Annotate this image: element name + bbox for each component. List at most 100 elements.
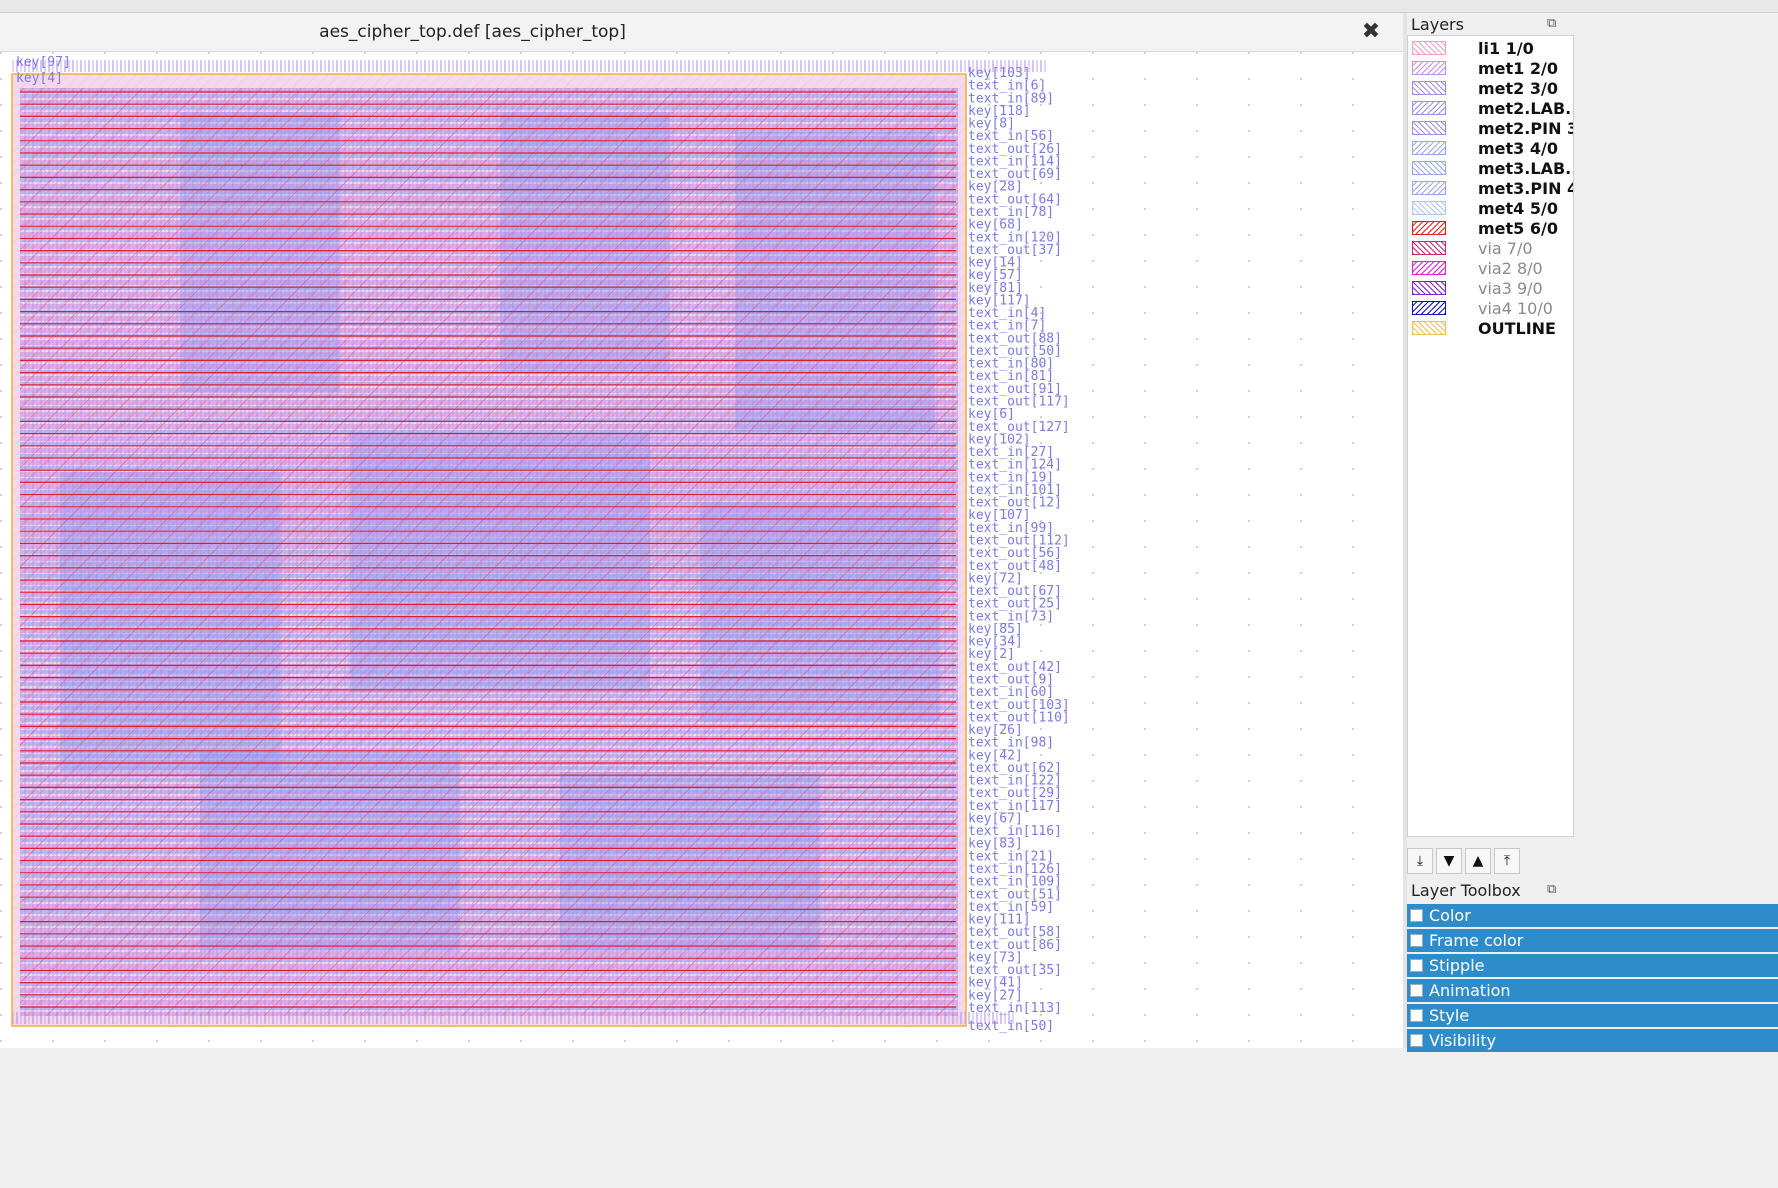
- pin-label: text_in[27]: [968, 445, 1054, 460]
- pin-label: text_in[81]: [968, 369, 1054, 384]
- pin-label: text_out[56]: [968, 546, 1062, 561]
- toolbox-item-color[interactable]: Color: [1407, 904, 1778, 929]
- layer-swatch: [1412, 41, 1446, 55]
- pin-label: text_out[37]: [968, 243, 1062, 258]
- pin-label: key[117]: [968, 293, 1031, 308]
- pin-label: text_out[103]: [968, 698, 1070, 713]
- pin-label: key[111]: [968, 913, 1031, 928]
- pin-label: key[42]: [968, 748, 1023, 763]
- layer-row[interactable]: met3 4/0: [1408, 138, 1573, 158]
- pin-label: text_in[21]: [968, 849, 1054, 864]
- float-icon[interactable]: ⧉: [1547, 16, 1557, 31]
- pin-label: text_in[59]: [968, 900, 1054, 915]
- toolbox-checkbox[interactable]: [1410, 909, 1423, 922]
- layer-list[interactable]: OUTLINE via4 10/0 via3 9/0 via2 8/0 via 7/0 m…: [1407, 35, 1574, 837]
- pin-label: text_in[116]: [968, 824, 1062, 839]
- pin-label: key[72]: [968, 571, 1023, 586]
- layer-row[interactable]: met5 6/0: [1408, 218, 1573, 238]
- pin-label: text_out[35]: [968, 963, 1062, 978]
- layer-name: via2 8/0: [1478, 259, 1543, 278]
- bottom-pin-label: text_in[50]: [968, 1019, 1054, 1034]
- layer-row[interactable]: via2 8/0: [1408, 258, 1573, 278]
- layer-row[interactable]: met3.PIN 4: [1408, 178, 1574, 198]
- top-pin-label: key[97]: [16, 55, 71, 70]
- pin-label: text_out[117]: [968, 395, 1070, 410]
- pin-label: text_out[42]: [968, 660, 1062, 675]
- pin-label: text_out[48]: [968, 559, 1062, 574]
- pin-label: key[27]: [968, 988, 1023, 1003]
- layer-row[interactable]: met1 2/0: [1408, 58, 1573, 78]
- toolbox-item-stipple[interactable]: Stipple: [1407, 954, 1778, 979]
- layer-name: met2.LAB...: [1478, 99, 1574, 118]
- layout-canvas[interactable]: key[103] text_in[6] text_in[89] key[118] key…: [0, 52, 1403, 1048]
- top-pin-label: key[4]: [16, 71, 63, 86]
- pin-label: key[26]: [968, 723, 1023, 738]
- pin-label: text_out[67]: [968, 584, 1062, 599]
- move-up-icon[interactable]: ▲: [1465, 848, 1491, 874]
- pin-label: text_out[58]: [968, 925, 1062, 940]
- pin-label: text_in[122]: [968, 774, 1062, 789]
- layer-swatch: [1412, 141, 1446, 155]
- pin-label: text_in[124]: [968, 458, 1062, 473]
- pin-label: key[107]: [968, 508, 1031, 523]
- pin-label: text_out[9]: [968, 673, 1054, 688]
- layer-row[interactable]: OUTLINE: [1408, 318, 1573, 338]
- toolbox-checkbox[interactable]: [1410, 959, 1423, 972]
- toolbox-checkbox[interactable]: [1410, 934, 1423, 947]
- layer-row[interactable]: li1 1/0: [1408, 38, 1573, 58]
- pin-label: text_in[89]: [968, 91, 1054, 106]
- toolbox-checkbox[interactable]: [1410, 984, 1423, 997]
- layer-row[interactable]: via3 9/0: [1408, 278, 1573, 298]
- move-to-top-icon[interactable]: ⤒: [1494, 848, 1520, 874]
- pin-label: text_out[110]: [968, 710, 1070, 725]
- layer-name: via 7/0: [1478, 239, 1533, 258]
- layout-view[interactable]: aes_cipher_top.def [aes_cipher_top] ✖: [0, 13, 1403, 1048]
- pin-label: text_out[86]: [968, 938, 1062, 953]
- toolbox-item-animation[interactable]: Animation: [1407, 979, 1778, 1004]
- toolbox-item-label: Style: [1429, 1006, 1470, 1025]
- pin-label: key[2]: [968, 647, 1015, 662]
- layer-row[interactable]: met2.LAB...: [1408, 98, 1574, 118]
- move-down-icon[interactable]: ▼: [1436, 848, 1462, 874]
- pin-label: text_out[112]: [968, 534, 1070, 549]
- pin-labels: key[103]text_in[6]text_in[89]key[118]key…: [16, 55, 1070, 1034]
- move-to-bottom-icon[interactable]: ⤓: [1407, 848, 1433, 874]
- toolbox-item-style[interactable]: Style: [1407, 1004, 1778, 1029]
- pin-label: key[34]: [968, 635, 1023, 650]
- toolbox-item-visibility[interactable]: Visibility: [1407, 1029, 1778, 1054]
- toolbox-item-label: Color: [1429, 906, 1471, 925]
- layout-svg[interactable]: key[103]text_in[6]text_in[89]key[118]key…: [0, 52, 1403, 1048]
- pin-label: key[67]: [968, 812, 1023, 827]
- pin-label: key[57]: [968, 268, 1023, 283]
- layer-swatch: [1412, 101, 1446, 115]
- pin-label: text_out[62]: [968, 761, 1062, 776]
- layer-row[interactable]: met2.PIN 3: [1408, 118, 1574, 138]
- toolbox-checkbox[interactable]: [1410, 1009, 1423, 1022]
- layer-name: met4 5/0: [1478, 199, 1558, 218]
- layer-row[interactable]: via 7/0: [1408, 238, 1573, 258]
- pin-label: text_out[91]: [968, 382, 1062, 397]
- pin-label: key[118]: [968, 104, 1031, 119]
- pin-label: key[73]: [968, 951, 1023, 966]
- chip-layout: [11, 60, 1046, 1027]
- pin-label: text_out[25]: [968, 597, 1062, 612]
- pin-label: key[83]: [968, 837, 1023, 852]
- layer-swatch: [1412, 221, 1446, 235]
- pin-label: text_out[51]: [968, 887, 1062, 902]
- panel-splitter[interactable]: [1403, 13, 1407, 1048]
- layer-row[interactable]: met4 5/0: [1408, 198, 1573, 218]
- layer-row[interactable]: met2 3/0: [1408, 78, 1573, 98]
- layer-name: met3.LAB...: [1478, 159, 1574, 178]
- close-icon[interactable]: ✖: [1361, 19, 1381, 44]
- pin-label: text_out[64]: [968, 192, 1062, 207]
- toolbox-checkbox[interactable]: [1410, 1034, 1423, 1047]
- pin-label: text_in[99]: [968, 521, 1054, 536]
- toolbox-item-frame-color[interactable]: Frame color: [1407, 929, 1778, 954]
- float-icon[interactable]: ⧉: [1547, 882, 1557, 897]
- layer-row[interactable]: met3.LAB...: [1408, 158, 1574, 178]
- layer-row[interactable]: via4 10/0: [1408, 298, 1573, 318]
- pin-label: key[14]: [968, 256, 1023, 271]
- layer-name: met3.PIN 4: [1478, 179, 1574, 198]
- toolbox-item-label: Stipple: [1429, 956, 1485, 975]
- layer-name: met2.PIN 3: [1478, 119, 1574, 138]
